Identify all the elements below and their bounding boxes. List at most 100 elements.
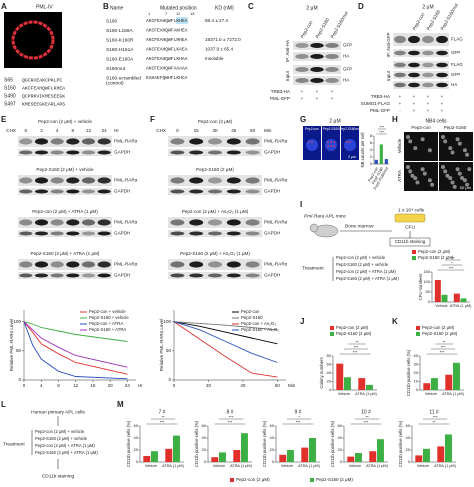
chart-title: 10 # bbox=[361, 409, 371, 415]
image-label: Pep2-S160mut bbox=[339, 127, 360, 131]
band bbox=[66, 273, 80, 278]
condition: TRB3-HA bbox=[371, 94, 390, 99]
panel-letter: H bbox=[392, 115, 398, 124]
cell bbox=[422, 171, 427, 176]
cell bbox=[427, 178, 432, 183]
arm-label: Pep2-con (2 μM) + ATRA (1 μM) bbox=[336, 269, 396, 274]
legend-label: Pep2-con (2 μM) bbox=[418, 249, 451, 254]
table-header: Name bbox=[110, 5, 124, 11]
band bbox=[295, 77, 309, 84]
blot bbox=[18, 259, 112, 270]
band bbox=[97, 231, 111, 236]
row-kd: Insoluble bbox=[205, 56, 224, 61]
y-tick-label: 0 bbox=[272, 459, 275, 464]
band bbox=[170, 273, 185, 278]
site: S497 bbox=[4, 101, 16, 107]
band bbox=[408, 82, 420, 88]
band bbox=[295, 42, 309, 49]
image-title: NB4 cells bbox=[425, 118, 447, 124]
x-tick-label: ATRA (1 μM) bbox=[355, 392, 377, 396]
cell bbox=[448, 146, 453, 151]
y-tick-label: 0 bbox=[329, 387, 332, 392]
site: S490 bbox=[4, 93, 16, 99]
y-tick-label: 40 bbox=[270, 435, 275, 440]
row-sequence: AKCFEAHQWFLKHEA bbox=[146, 18, 188, 24]
x-tick-label: 16 bbox=[90, 383, 96, 388]
cell bbox=[410, 173, 415, 178]
chart-title: 8 # bbox=[227, 409, 234, 415]
band bbox=[208, 219, 222, 226]
row-label: GAPDH bbox=[264, 231, 280, 236]
band bbox=[226, 261, 241, 268]
layout bbox=[4, 12, 62, 68]
condition-mark: + bbox=[331, 89, 334, 94]
significance: ** bbox=[451, 256, 455, 261]
band bbox=[50, 231, 64, 236]
band bbox=[408, 35, 420, 44]
bar bbox=[233, 450, 241, 462]
band bbox=[81, 261, 96, 268]
cell bbox=[420, 167, 425, 172]
lane-label: Pep2-S160mut bbox=[330, 10, 350, 39]
band bbox=[226, 177, 241, 184]
column-label: Pep2-con bbox=[411, 125, 431, 130]
arm-label: Pep2-con (2 μM) + vehicle bbox=[336, 255, 386, 260]
legend-swatch bbox=[416, 326, 420, 330]
y-axis-label: Relative PML-RARα Level bbox=[9, 319, 14, 371]
band bbox=[408, 62, 420, 68]
condition-mark: + bbox=[301, 96, 304, 101]
cell bbox=[427, 148, 432, 153]
group-label: Input bbox=[386, 70, 391, 81]
band bbox=[208, 138, 222, 145]
band bbox=[208, 261, 222, 268]
band bbox=[208, 231, 222, 236]
mouse-head bbox=[309, 223, 319, 233]
legend-label: Pep2-S160 + vehicle bbox=[89, 315, 129, 320]
x-tick-label: 24 bbox=[125, 383, 131, 388]
nucleus bbox=[344, 139, 356, 151]
bar bbox=[445, 434, 452, 462]
legend-swatch bbox=[412, 256, 416, 260]
x-unit: Hr bbox=[138, 383, 143, 388]
row-kd: 19371.0 ± 7272.0 bbox=[205, 37, 241, 42]
legend-label: Pep2-con + vehicle bbox=[89, 309, 126, 314]
position: 11 bbox=[176, 11, 181, 16]
series-line bbox=[173, 321, 278, 378]
legend-swatch bbox=[230, 478, 234, 482]
row-kd: 1037.9 ± 65.4 bbox=[205, 47, 234, 52]
blot-label: HA bbox=[343, 54, 349, 59]
band bbox=[81, 273, 96, 278]
condition-mark: + bbox=[441, 94, 444, 99]
x-tick-label: Vehicle bbox=[425, 392, 437, 396]
series-line bbox=[173, 321, 278, 331]
bar bbox=[453, 293, 460, 302]
condition: TRB3-HA bbox=[271, 89, 290, 94]
band bbox=[19, 273, 33, 278]
panel-letter: C bbox=[248, 2, 254, 11]
cell bbox=[450, 150, 455, 155]
cell bbox=[462, 178, 467, 183]
y-tick-label: 6 bbox=[370, 140, 373, 145]
y-tick-label: 0 bbox=[428, 299, 431, 304]
significance: * bbox=[298, 415, 300, 420]
bar bbox=[453, 362, 460, 390]
y-axis-label: NB counts per cell bbox=[360, 133, 365, 168]
cell bbox=[465, 182, 470, 187]
band bbox=[436, 62, 448, 68]
nucleus bbox=[306, 139, 318, 151]
band bbox=[170, 177, 185, 184]
row-label: PML-RARα bbox=[114, 262, 138, 267]
position: 1 bbox=[148, 11, 151, 16]
band bbox=[436, 72, 448, 78]
panel-letter: M bbox=[117, 400, 124, 409]
nb-dot bbox=[330, 145, 332, 147]
blot bbox=[18, 149, 112, 156]
band bbox=[408, 72, 420, 78]
cell bbox=[448, 176, 453, 181]
y-tick-label: 40 bbox=[338, 435, 343, 440]
band bbox=[34, 231, 49, 236]
arm-label: Pep2-S160 (2 μM) + ATRA (1 μM) bbox=[35, 450, 98, 455]
row-label: ATRA bbox=[397, 170, 402, 182]
nb-dot bbox=[327, 145, 329, 147]
